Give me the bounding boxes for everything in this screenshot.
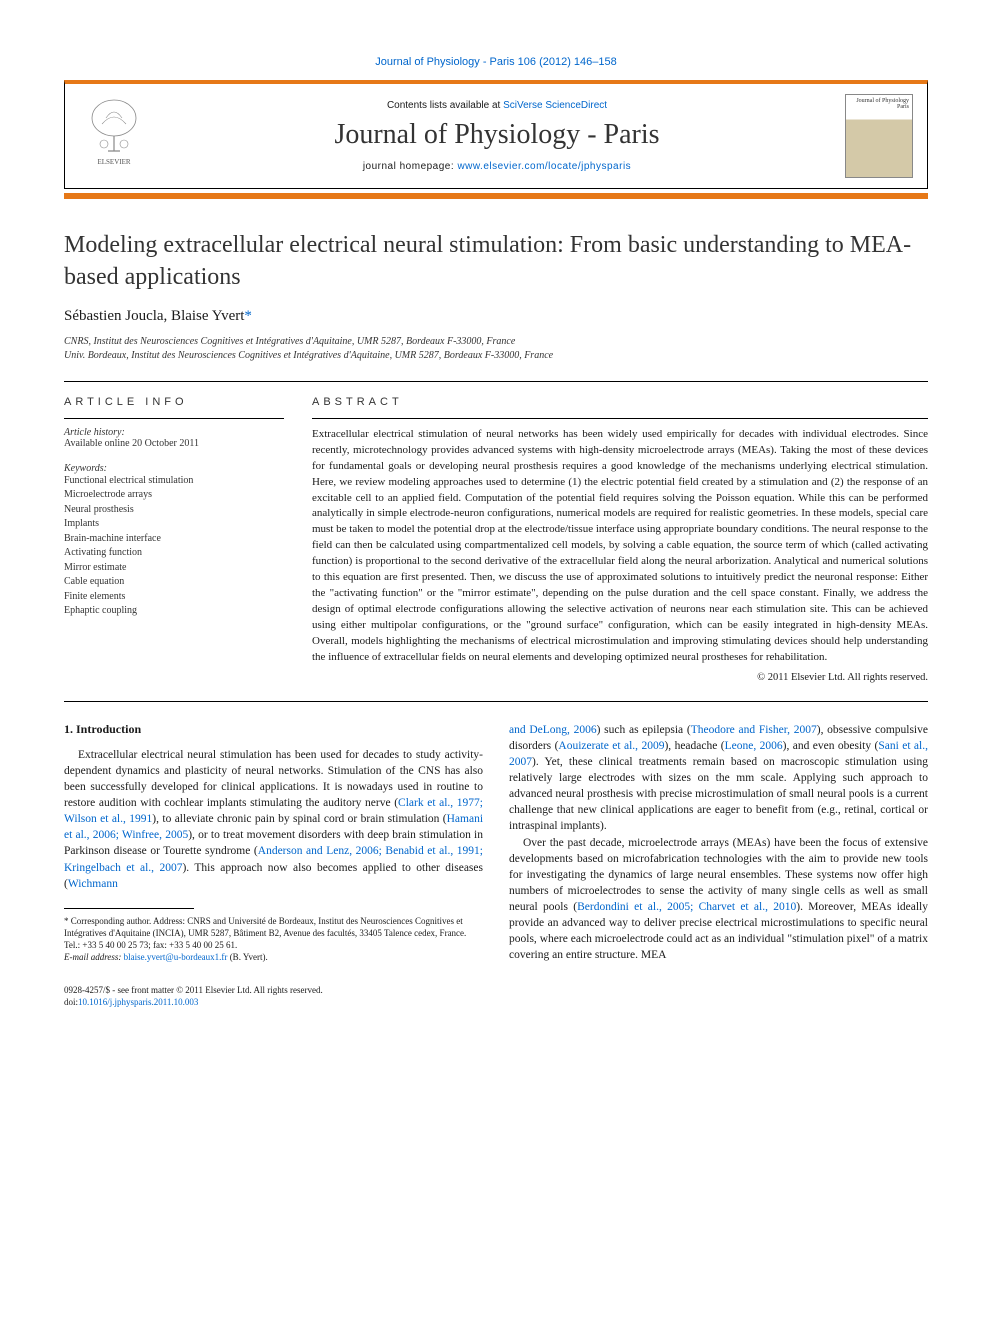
- body-text-frag: ), to alleviate chronic pain by spinal c…: [152, 813, 446, 825]
- body-text-frag: ). Yet, these clinical treatments remain…: [509, 756, 928, 832]
- article-title: Modeling extracellular electrical neural…: [64, 229, 928, 294]
- abstract-col: abstract Extracellular electrical stimul…: [312, 396, 928, 683]
- footer-block: 0928-4257/$ - see front matter © 2011 El…: [64, 985, 928, 1008]
- elsevier-label: ELSEVIER: [97, 158, 130, 166]
- intro-paragraph-2: Over the past decade, microelectrode arr…: [509, 835, 928, 964]
- corresponding-marker-link[interactable]: *: [244, 308, 252, 324]
- body-col-left: 1. Introduction Extracellular electrical…: [64, 722, 483, 963]
- contents-line: Contents lists available at SciVerse Sci…: [149, 100, 845, 111]
- footnote-text: Corresponding author. Address: CNRS and …: [64, 916, 466, 950]
- article-info-header: article info: [64, 396, 284, 408]
- homepage-prefix: journal homepage:: [363, 161, 458, 172]
- affiliation-1: CNRS, Institut des Neurosciences Cogniti…: [64, 335, 928, 349]
- divider-top: [64, 381, 928, 382]
- abstract-text: Extracellular electrical stimulation of …: [312, 427, 928, 666]
- divider-mid: [64, 701, 928, 702]
- homepage-line: journal homepage: www.elsevier.com/locat…: [149, 161, 845, 172]
- journal-header-box: ELSEVIER Contents lists available at Sci…: [64, 80, 928, 189]
- body-text-frag: ) such as epilepsia (: [597, 724, 691, 736]
- keyword-item: Finite elements: [64, 590, 284, 605]
- body-columns: 1. Introduction Extracellular electrical…: [64, 722, 928, 963]
- keywords-label: Keywords:: [64, 463, 284, 474]
- body-text-frag: ), headache (: [664, 740, 724, 752]
- sciencedirect-link[interactable]: SciVerse ScienceDirect: [503, 100, 607, 111]
- citation-link[interactable]: Berdondini et al., 2005; Charvet et al.,…: [577, 901, 796, 913]
- journal-name: Journal of Physiology - Paris: [149, 119, 845, 151]
- info-divider: [64, 418, 284, 419]
- citation-link[interactable]: Leone, 2006: [725, 740, 783, 752]
- keyword-item: Implants: [64, 517, 284, 532]
- keyword-item: Microelectrode arrays: [64, 488, 284, 503]
- affiliations-block: CNRS, Institut des Neurosciences Cogniti…: [64, 335, 928, 363]
- journal-cover-thumb: Journal of Physiology Paris: [845, 94, 913, 178]
- article-info-col: article info Article history: Available …: [64, 396, 284, 683]
- orange-accent-bar: [64, 193, 928, 199]
- history-label: Article history:: [64, 427, 284, 438]
- homepage-link[interactable]: www.elsevier.com/locate/jphysparis: [457, 161, 631, 172]
- authors-line: Sébastien Joucla, Blaise Yvert*: [64, 308, 928, 325]
- elsevier-logo: ELSEVIER: [79, 96, 149, 176]
- page-container: Journal of Physiology - Paris 106 (2012)…: [0, 0, 992, 1049]
- abstract-divider: [312, 418, 928, 419]
- authors-text: Sébastien Joucla, Blaise Yvert: [64, 308, 244, 324]
- footnote-email: E-mail address: blaise.yvert@u-bordeaux1…: [64, 951, 483, 963]
- intro-heading: 1. Introduction: [64, 722, 483, 737]
- body-text-frag: ), and even obesity (: [783, 740, 879, 752]
- top-citation-link[interactable]: Journal of Physiology - Paris 106 (2012)…: [64, 56, 928, 68]
- footer-doi-line: doi:10.1016/j.jphysparis.2011.10.003: [64, 997, 928, 1009]
- history-line: Available online 20 October 2011: [64, 438, 284, 449]
- cover-title: Journal of Physiology Paris: [849, 98, 909, 110]
- citation-link[interactable]: Aouizerate et al., 2009: [558, 740, 664, 752]
- body-col-right: and DeLong, 2006) such as epilepsia (The…: [509, 722, 928, 963]
- header-center: Contents lists available at SciVerse Sci…: [149, 100, 845, 172]
- keyword-item: Functional electrical stimulation: [64, 474, 284, 489]
- affiliation-2: Univ. Bordeaux, Institut des Neuroscienc…: [64, 349, 928, 363]
- keywords-list: Functional electrical stimulation Microe…: [64, 474, 284, 619]
- email-label: E-mail address:: [64, 952, 124, 962]
- citation-link[interactable]: Wichmann: [68, 878, 118, 890]
- info-abstract-row: article info Article history: Available …: [64, 396, 928, 683]
- keyword-item: Brain-machine interface: [64, 532, 284, 547]
- email-suffix: (B. Yvert).: [227, 952, 267, 962]
- doi-prefix: doi:: [64, 997, 78, 1007]
- citation-link[interactable]: Theodore and Fisher, 2007: [691, 724, 817, 736]
- keyword-item: Activating function: [64, 546, 284, 561]
- intro-paragraph-1-cont: and DeLong, 2006) such as epilepsia (The…: [509, 722, 928, 835]
- contents-prefix: Contents lists available at: [387, 100, 503, 111]
- keyword-item: Ephaptic coupling: [64, 604, 284, 619]
- keyword-item: Neural prosthesis: [64, 503, 284, 518]
- elsevier-tree-icon: [84, 96, 144, 158]
- keyword-item: Mirror estimate: [64, 561, 284, 576]
- abstract-copyright: © 2011 Elsevier Ltd. All rights reserved…: [312, 672, 928, 683]
- keyword-item: Cable equation: [64, 575, 284, 590]
- abstract-header: abstract: [312, 396, 928, 408]
- intro-paragraph-1: Extracellular electrical neural stimulat…: [64, 747, 483, 892]
- footnote-corresponding: * Corresponding author. Address: CNRS an…: [64, 915, 483, 951]
- doi-link[interactable]: 10.1016/j.jphysparis.2011.10.003: [78, 997, 198, 1007]
- footnote-rule: [64, 908, 194, 909]
- citation-link[interactable]: and DeLong, 2006: [509, 724, 597, 736]
- footer-copyright: 0928-4257/$ - see front matter © 2011 El…: [64, 985, 928, 997]
- email-link[interactable]: blaise.yvert@u-bordeaux1.fr: [124, 952, 228, 962]
